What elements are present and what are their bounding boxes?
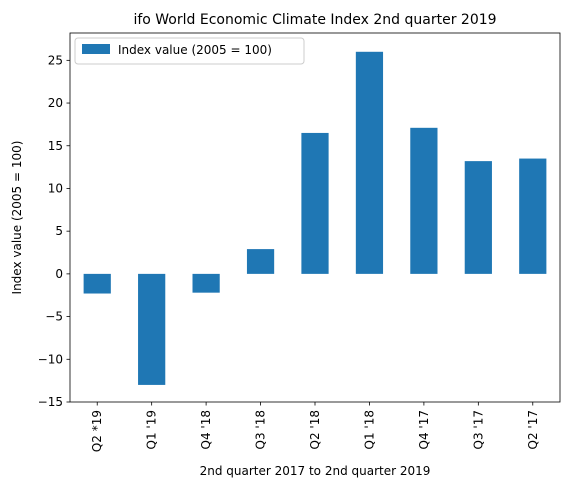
y-tick-label-1: −10 (38, 352, 63, 366)
y-tick-label-3: 0 (55, 267, 63, 281)
x-tick-label-1: Q1 '19 (145, 410, 159, 449)
legend-swatch (82, 44, 110, 54)
bars-group (83, 51, 547, 385)
legend-label: Index value (2005 = 100) (118, 43, 272, 57)
legend-frame (74, 37, 305, 65)
y-axis: −15 −10 −5 0 5 10 15 20 25 (38, 53, 70, 409)
y-tick-label-0: −15 (38, 395, 63, 409)
y-tick-label-5: 10 (48, 181, 63, 195)
x-tick-label-7: Q3 '17 (471, 410, 485, 449)
y-tick-label-4: 5 (55, 224, 63, 238)
bar-6 (410, 127, 438, 274)
legend: Index value (2005 = 100) (74, 37, 305, 65)
x-axis: Q2 *19 Q1 '19 Q4 '18 Q3 '18 Q2 '18 Q1 '18 Q4 '… (90, 402, 540, 452)
y-axis-title: Index value (2005 = 100) (10, 141, 24, 295)
bar-7 (464, 161, 492, 274)
bar-0 (83, 273, 111, 294)
x-tick-label-6: Q4 '17 (417, 410, 431, 449)
x-axis-title: 2nd quarter 2017 to 2nd quarter 2019 (200, 464, 431, 478)
bar-2 (192, 273, 220, 293)
y-tick-label-7: 20 (48, 96, 63, 110)
bar-3 (246, 249, 275, 274)
chart-title: ifo World Economic Climate Index 2nd qua… (133, 12, 496, 28)
y-tick-label-2: −5 (45, 310, 63, 324)
y-tick-label-6: 15 (48, 139, 63, 153)
x-tick-label-8: Q2 '17 (526, 410, 540, 449)
x-tick-label-5: Q1 '18 (362, 410, 376, 449)
y-tick-label-8: 25 (48, 53, 63, 67)
bar-4 (301, 132, 329, 274)
x-tick-label-4: Q2 '18 (308, 410, 322, 449)
x-tick-label-0: Q2 *19 (90, 410, 104, 452)
x-tick-label-3: Q3 '18 (254, 410, 268, 449)
bar-5 (355, 51, 384, 274)
bar-8 (519, 158, 547, 274)
x-tick-label-2: Q4 '18 (199, 410, 213, 449)
bar-1 (138, 273, 166, 385)
